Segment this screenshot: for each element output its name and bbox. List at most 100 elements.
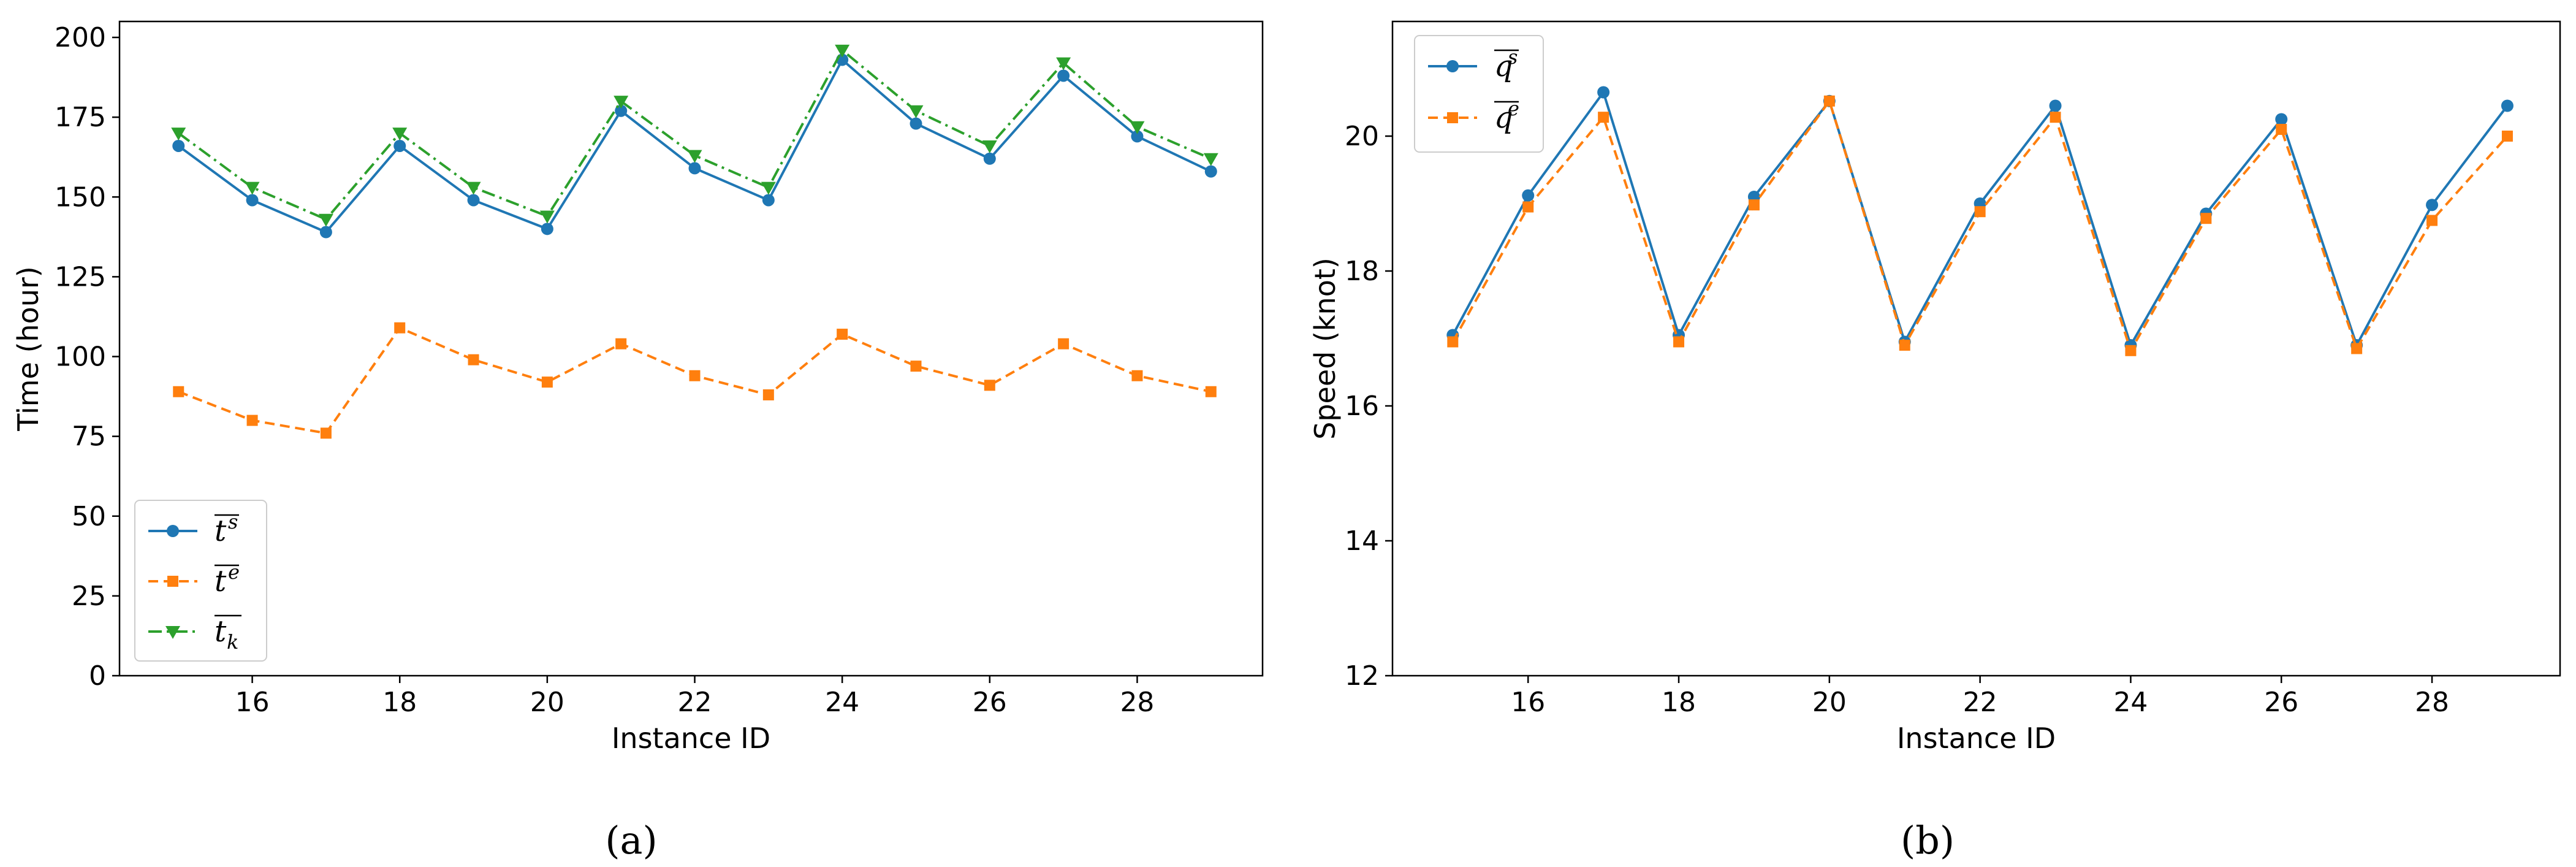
- x-tick-label: 26: [973, 687, 1007, 718]
- legend-label: q: [1494, 49, 1513, 83]
- data-point: [835, 44, 850, 58]
- legend-box: [1414, 35, 1544, 153]
- legend-label: t: [215, 614, 227, 649]
- y-tick-label: 20: [1345, 121, 1379, 152]
- x-tick-label: 18: [382, 687, 417, 718]
- data-point: [1598, 112, 1609, 123]
- data-point: [1974, 206, 1986, 218]
- data-point: [541, 223, 553, 235]
- y-tick-label: 16: [1345, 391, 1379, 422]
- data-point: [1057, 69, 1070, 82]
- data-point: [762, 389, 774, 400]
- data-point: [762, 194, 775, 207]
- data-point: [1131, 130, 1144, 143]
- legend-item: qs: [1428, 45, 1519, 83]
- legend-label: t: [215, 514, 227, 548]
- x-axis-label: Instance ID: [612, 722, 770, 755]
- data-point: [1447, 336, 1459, 348]
- data-point: [1823, 95, 1835, 107]
- data-point: [318, 213, 333, 227]
- data-point: [1131, 370, 1143, 381]
- data-point: [2426, 199, 2439, 212]
- series-t-s: [172, 53, 1217, 239]
- y-tick-label: 175: [55, 102, 106, 133]
- x-tick-label: 16: [235, 687, 270, 718]
- legend-label: t: [215, 564, 227, 598]
- data-point: [761, 181, 776, 195]
- x-tick-label: 24: [2113, 687, 2148, 718]
- data-point: [984, 380, 995, 391]
- data-point: [1597, 86, 1610, 99]
- series-t-e: [173, 322, 1217, 439]
- legend-superscript: e: [228, 560, 240, 584]
- data-point: [687, 150, 702, 163]
- plot-frame: [1391, 20, 2561, 677]
- data-point: [2049, 99, 2062, 112]
- y-tick-label: 12: [1345, 660, 1379, 692]
- x-tick-label: 18: [1662, 687, 1696, 718]
- data-point: [1522, 189, 1535, 202]
- y-tick-label: 150: [55, 181, 106, 213]
- series-line: [178, 58, 1212, 234]
- x-tick-label: 20: [530, 687, 564, 718]
- data-point: [245, 181, 260, 195]
- data-point: [2125, 345, 2137, 356]
- legend-subscript: k: [227, 630, 238, 654]
- x-tick-label: 22: [1963, 687, 1997, 718]
- legend-box: [134, 500, 267, 662]
- data-point: [172, 139, 185, 152]
- legend-marker: [167, 576, 178, 587]
- y-tick-label: 200: [55, 22, 106, 53]
- legend-marker: [165, 626, 180, 639]
- x-axis-label: Instance ID: [1897, 722, 2056, 755]
- legend-marker: [1447, 112, 1458, 123]
- legend-marker: [167, 525, 179, 537]
- data-point: [982, 140, 997, 153]
- data-point: [539, 210, 555, 224]
- series-line: [1451, 98, 2509, 354]
- data-point: [1205, 386, 1217, 397]
- legend-superscript: s: [1508, 45, 1518, 69]
- data-point: [173, 386, 184, 397]
- data-point: [2276, 124, 2287, 135]
- data-point: [2426, 215, 2438, 226]
- panel-caption: (b): [1901, 818, 1955, 863]
- y-tick-label: 100: [55, 342, 106, 373]
- data-point: [319, 226, 332, 239]
- legend: t st et k: [134, 500, 267, 662]
- legend-label: q: [1494, 101, 1513, 135]
- x-tick-label: 16: [1511, 687, 1545, 718]
- data-point: [246, 414, 258, 426]
- data-point: [614, 96, 629, 109]
- data-point: [837, 329, 848, 340]
- data-point: [688, 162, 701, 175]
- y-tick-label: 14: [1345, 525, 1379, 557]
- x-tick-label: 28: [1120, 687, 1154, 718]
- data-point: [394, 322, 406, 334]
- series-t-k: [171, 44, 1218, 227]
- data-point: [1522, 201, 1534, 213]
- data-point: [2200, 213, 2212, 224]
- data-point: [467, 194, 480, 207]
- data-point: [908, 105, 924, 118]
- data-point: [1130, 121, 1145, 134]
- series-q-e: [1447, 95, 2513, 356]
- data-point: [171, 128, 186, 141]
- data-point: [468, 354, 479, 365]
- x-tick-label: 22: [678, 687, 712, 718]
- y-tick-label: 75: [72, 421, 106, 453]
- data-point: [466, 181, 481, 195]
- data-point: [1673, 336, 1685, 348]
- legend-item: qe: [1428, 97, 1519, 135]
- data-point: [2275, 113, 2288, 126]
- data-point: [615, 338, 627, 349]
- chart-panel-b: 16 18 20 22 24 26 28 12 14 16 18 20 Instance ID Speed…: [1309, 20, 2561, 863]
- data-point: [246, 194, 259, 207]
- legend-superscript: e: [1508, 97, 1519, 120]
- data-point: [1748, 199, 1760, 211]
- y-tick-label: 50: [72, 501, 106, 532]
- x-tick-label: 26: [2264, 687, 2298, 718]
